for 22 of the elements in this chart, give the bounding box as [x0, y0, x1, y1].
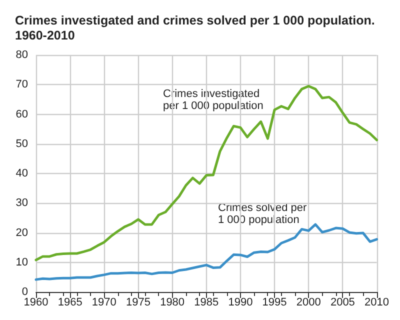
x-tick-label: 1990	[228, 296, 253, 308]
y-tick-label: 10	[16, 256, 28, 268]
x-tick-label: 1965	[58, 296, 82, 308]
line-series	[34, 84, 378, 262]
x-tick-label: 1995	[262, 296, 287, 308]
x-tick-label: 2005	[330, 296, 355, 308]
y-tick-label: 20	[16, 226, 28, 239]
y-tick-label: 70	[16, 78, 28, 91]
chart-title: Crimes investigated and crimes solved per 1 000 population. 1960-2010	[15, 14, 378, 42]
y-tick-label: 60	[16, 108, 28, 120]
x-tick-label: 1970	[92, 296, 116, 308]
y-tick-label: 0	[22, 286, 28, 298]
x-tick-label: 2000	[296, 296, 321, 308]
x-tick-label: 2010	[364, 296, 390, 308]
y-tick-label: 80	[16, 49, 28, 61]
y-tick-label: 40	[16, 168, 28, 180]
x-tick-label: 1985	[194, 296, 219, 308]
y-tick-label: 50	[16, 138, 28, 150]
x-tick-label: 1960	[24, 296, 48, 308]
y-tick-label: 30	[16, 197, 28, 210]
x-tick-label: 1975	[126, 296, 150, 308]
x-tick-label: 1980	[160, 296, 185, 308]
